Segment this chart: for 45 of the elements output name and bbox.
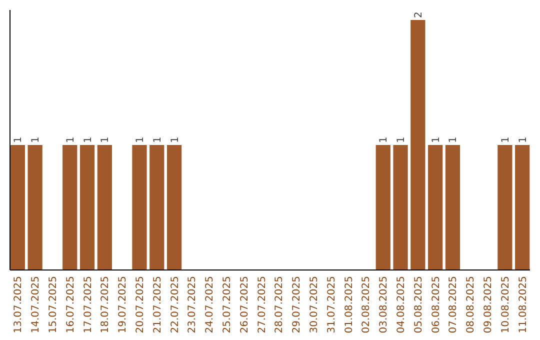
data-label: 1 [152, 136, 164, 143]
x-tick-label: 22.07.2025 [170, 276, 181, 334]
x-tick-label: 06.08.2025 [430, 276, 442, 334]
x-tick-label: 09.08.2025 [483, 276, 494, 334]
data-label: 1 [65, 136, 76, 143]
x-tick-label: 27.07.2025 [256, 276, 268, 334]
x-tick-label: 20.07.2025 [134, 276, 146, 334]
x-tick-label: 25.07.2025 [222, 276, 233, 334]
x-tick-label: 31.07.2025 [326, 276, 338, 334]
x-tick-label: 18.07.2025 [100, 276, 112, 334]
x-tick-label: 21.07.2025 [152, 276, 164, 334]
data-label: 1 [378, 136, 390, 143]
x-tick-label: 29.07.2025 [292, 276, 303, 334]
x-tick-label: 08.08.2025 [466, 276, 477, 334]
data-label: 1 [100, 136, 112, 143]
x-tick-label: 17.07.2025 [82, 276, 94, 334]
x-tick-label: 28.07.2025 [274, 276, 286, 334]
data-label: 1 [500, 136, 512, 143]
x-tick-label: 05.08.2025 [413, 276, 424, 334]
x-tick-label: 16.07.2025 [65, 276, 76, 334]
data-label: 1 [30, 136, 42, 143]
x-tick-label: 13.07.2025 [13, 276, 24, 334]
x-tick-label: 23.07.2025 [187, 276, 198, 334]
x-tick-label: 19.07.2025 [118, 276, 129, 334]
data-label: 1 [82, 136, 94, 143]
x-tick-label: 30.07.2025 [309, 276, 320, 334]
data-label: 1 [448, 136, 460, 143]
x-tick-label: 26.07.2025 [239, 276, 250, 334]
x-tick-label: 11.08.2025 [518, 276, 529, 334]
data-label: 1 [13, 136, 24, 143]
x-tick-label: 07.08.2025 [448, 276, 460, 334]
x-tick-label: 24.07.2025 [204, 276, 216, 334]
x-tick-label: 10.08.2025 [500, 276, 512, 334]
x-tick-label: 02.08.2025 [361, 276, 372, 334]
x-tick-label: 14.07.2025 [30, 276, 42, 334]
data-label: 1 [430, 136, 442, 143]
x-tick-label: 01.08.2025 [344, 276, 355, 334]
x-tick-label: 15.07.2025 [48, 276, 59, 334]
data-label: 2 [413, 12, 424, 18]
data-label: 1 [396, 136, 408, 143]
x-tick-label: 04.08.2025 [396, 276, 408, 334]
data-label: 1 [518, 136, 529, 143]
data-label: 1 [134, 136, 146, 143]
data-label: 1 [170, 136, 181, 143]
x-tick-label: 03.08.2025 [378, 276, 390, 334]
